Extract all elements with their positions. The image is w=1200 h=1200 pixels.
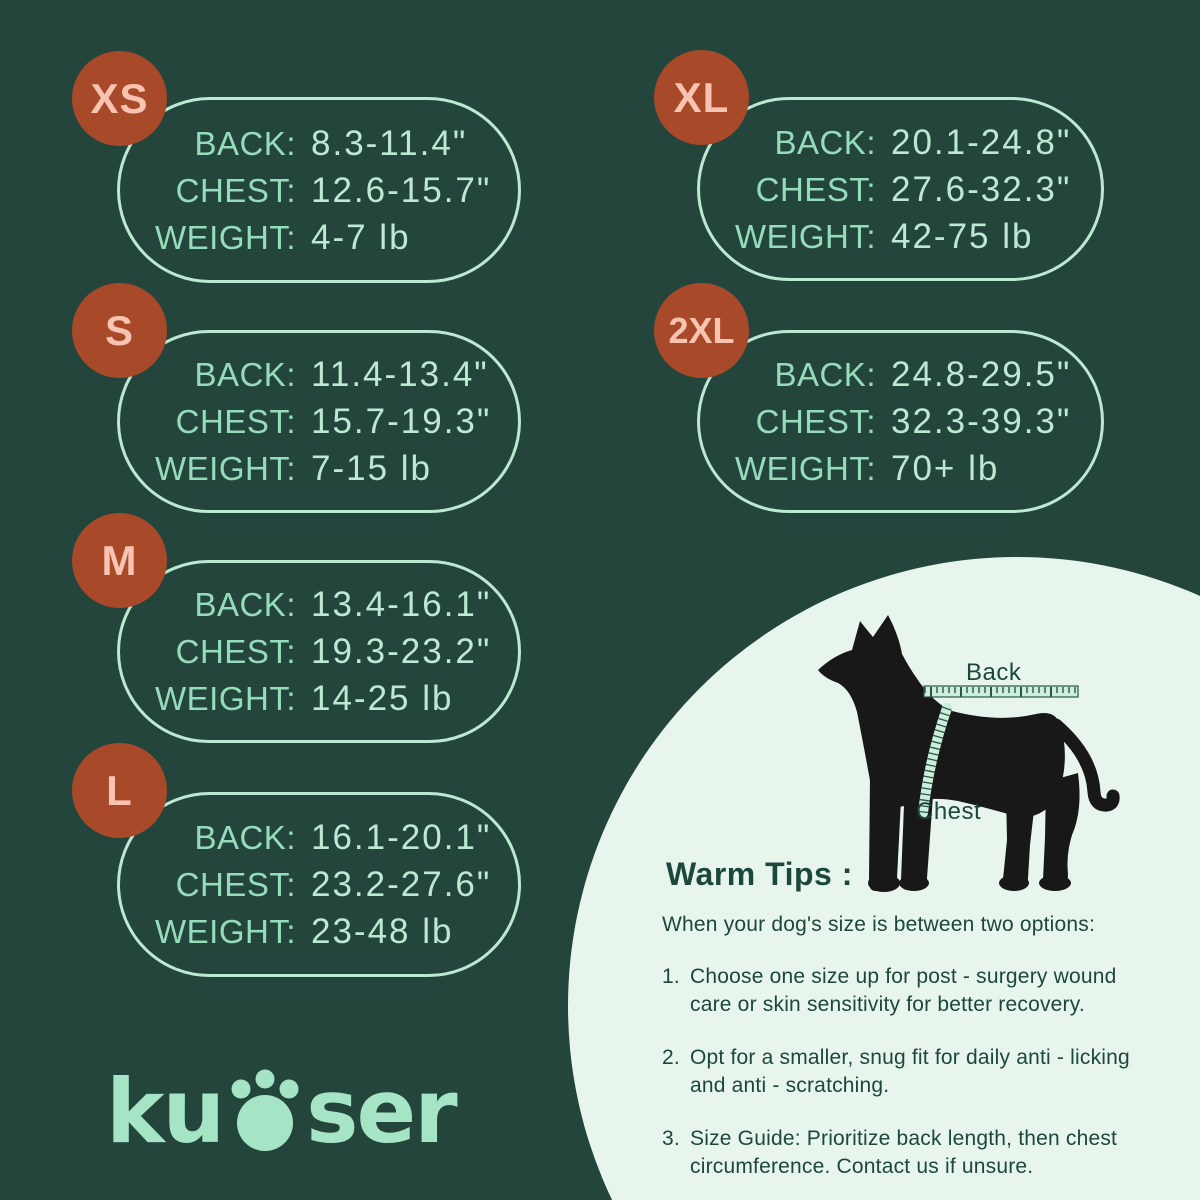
measurement-row: CHEST: 27.6-32.3" [700, 166, 1101, 213]
chest-tape-ticks [918, 706, 952, 814]
tip-item: 3. Size Guide: Prioritize back length, t… [662, 1125, 1167, 1181]
measurement-label: BACK: [774, 356, 876, 393]
measurement-label: BACK: [194, 356, 296, 393]
dog-tail [1049, 718, 1120, 812]
tip-text: Opt for a smaller, snug fit for daily an… [690, 1046, 1130, 1097]
measurement-label: WEIGHT: [735, 217, 876, 255]
tip-number: 1. [662, 965, 680, 988]
measurement-label: BACK: [194, 124, 296, 162]
measurement-value: 23-48 lb [311, 912, 454, 951]
measurement-value: 20.1-24.8" [891, 122, 1072, 162]
measurement-value: 13.4-16.1" [311, 585, 492, 624]
measurement-row: CHEST: 32.3-39.3" [700, 398, 1101, 445]
size-panel: BACK: 8.3-11.4" CHEST: 12.6-15.7" WEIGHT: 4… [117, 97, 521, 283]
measurement-label: CHEST: [175, 866, 296, 903]
measurement-label: CHEST: [755, 403, 876, 440]
measurement-row: CHEST: 23.2-27.6" [120, 861, 518, 908]
logo-text-right: ser [306, 1060, 457, 1163]
measurement-label: CHEST: [755, 170, 876, 208]
measurement-value: 19.3-23.2" [311, 632, 492, 671]
tip-number: 3. [662, 1127, 680, 1150]
measurement-value: 16.1-20.1" [311, 818, 492, 857]
size-badge-xl: XL [654, 50, 749, 145]
warm-tips-section: Warm Tips : When your dog's size is betw… [662, 856, 1167, 1200]
size-panel: BACK: 13.4-16.1" CHEST: 19.3-23.2" WEIGHT:… [117, 560, 521, 743]
measurement-value: 14-25 lb [311, 679, 454, 718]
measurement-row: BACK: 20.1-24.8" [700, 119, 1101, 166]
measurement-value: 11.4-13.4" [311, 355, 489, 394]
measurement-label: WEIGHT: [155, 680, 296, 717]
measurement-value: 15.7-19.3" [311, 402, 492, 441]
paw-icon [231, 1069, 299, 1151]
warm-tips-intro: When your dog's size is between two opti… [662, 913, 1096, 936]
measurement-row: CHEST: 12.6-15.7" [120, 167, 518, 214]
measurement-value: 32.3-39.3" [891, 402, 1072, 441]
measurement-row: WEIGHT: 14-25 lb [120, 675, 518, 722]
measurement-value: 27.6-32.3" [891, 169, 1072, 209]
measurement-value: 24.8-29.5" [891, 355, 1072, 394]
measurement-label: BACK: [194, 586, 296, 623]
measurement-value: 7-15 lb [311, 449, 433, 488]
logo-text-left: ku [106, 1060, 225, 1163]
brand-logo: ku ser [106, 1060, 458, 1163]
measurement-row: BACK: 24.8-29.5" [700, 351, 1101, 398]
tip-item: 2. Opt for a smaller, snug fit for daily… [662, 1044, 1167, 1100]
measurement-row: BACK: 13.4-16.1" [120, 581, 518, 628]
size-badge-xs: XS [72, 51, 167, 146]
measurement-label: CHEST: [175, 403, 296, 440]
size-panel: BACK: 20.1-24.8" CHEST: 27.6-32.3" WEIGHT:… [697, 97, 1104, 281]
back-measure-label: Back [966, 659, 1022, 686]
measurement-label: WEIGHT: [155, 450, 296, 487]
size-badge-m: M [72, 513, 167, 608]
size-panel: BACK: 16.1-20.1" CHEST: 23.2-27.6" WEIGHT:… [117, 792, 521, 977]
measurement-row: BACK: 16.1-20.1" [120, 814, 518, 861]
measurement-value: 42-75 lb [891, 216, 1034, 256]
measurement-label: CHEST: [175, 171, 296, 209]
dog-silhouette-diagram [818, 615, 1120, 892]
measurement-row: BACK: 8.3-11.4" [120, 120, 518, 167]
measurement-label: BACK: [774, 123, 876, 161]
size-panel: BACK: 24.8-29.5" CHEST: 32.3-39.3" WEIGHT:… [697, 330, 1104, 513]
size-badge-s: S [72, 283, 167, 378]
tip-text: Choose one size up for post - surgery wo… [690, 965, 1117, 1016]
measurement-label: WEIGHT: [735, 450, 876, 487]
measurement-value: 8.3-11.4" [311, 123, 468, 163]
measurement-value: 23.2-27.6" [311, 865, 492, 904]
measurement-label: WEIGHT: [155, 218, 296, 256]
measurement-row: WEIGHT: 4-7 lb [120, 214, 518, 261]
measurement-value: 4-7 lb [311, 217, 411, 257]
measurement-label: CHEST: [175, 633, 296, 670]
tip-number: 2. [662, 1046, 680, 1069]
chest-measure-label: Chest [916, 798, 982, 825]
tip-text: Size Guide: Prioritize back length, then… [690, 1127, 1118, 1178]
measurement-label: BACK: [194, 819, 296, 856]
size-badge-l: L [72, 743, 167, 838]
measurement-value: 12.6-15.7" [311, 170, 492, 210]
size-panel: BACK: 11.4-13.4" CHEST: 15.7-19.3" WEIGHT:… [117, 330, 521, 513]
measurement-row: CHEST: 15.7-19.3" [120, 398, 518, 445]
measurement-value: 70+ lb [891, 449, 1000, 488]
measurement-row: BACK: 11.4-13.4" [120, 351, 518, 398]
tip-item: 1. Choose one size up for post - surgery… [662, 963, 1167, 1019]
measurement-row: CHEST: 19.3-23.2" [120, 628, 518, 675]
measurement-row: WEIGHT: 42-75 lb [700, 213, 1101, 260]
measurement-row: WEIGHT: 7-15 lb [120, 445, 518, 492]
measurement-row: WEIGHT: 70+ lb [700, 445, 1101, 492]
measurement-label: WEIGHT: [155, 913, 296, 950]
measurement-row: WEIGHT: 23-48 lb [120, 908, 518, 955]
size-badge-2xl: 2XL [654, 283, 749, 378]
warm-tips-heading: Warm Tips : [666, 856, 853, 892]
